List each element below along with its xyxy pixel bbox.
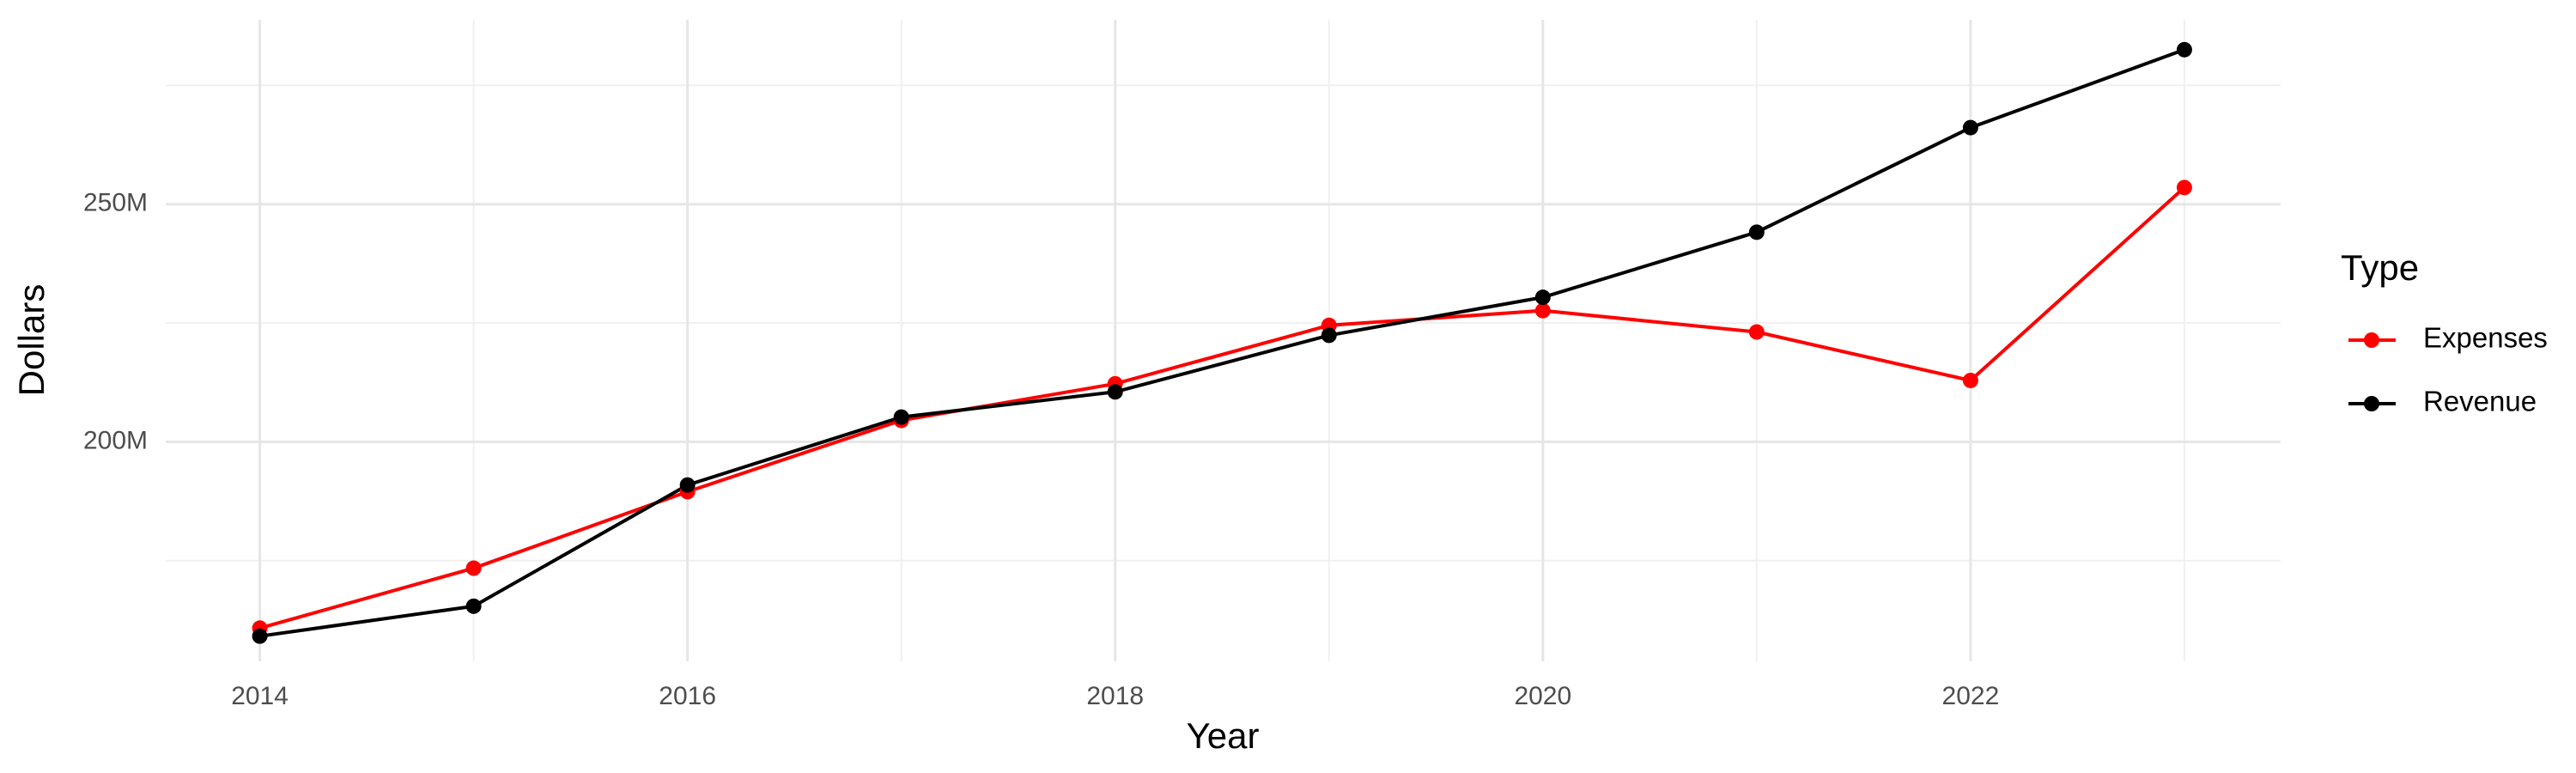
data-point [465, 598, 482, 614]
data-point [1534, 289, 1551, 306]
data-point [252, 628, 268, 644]
data-point [1534, 302, 1551, 319]
data-point [465, 560, 482, 576]
legend-marker [2364, 332, 2379, 348]
legend-label: Revenue [2423, 386, 2537, 417]
series-line [259, 186, 2186, 630]
x-tick-label: 2016 [659, 682, 716, 710]
data-point [2176, 41, 2192, 58]
legend-label: Expenses [2423, 322, 2548, 354]
x-tick-label: 2014 [231, 682, 289, 710]
grid [166, 20, 2281, 661]
x-tick-label: 2018 [1086, 682, 1144, 710]
legend-marker [2364, 396, 2379, 411]
y-tick-label: 200M [83, 426, 148, 454]
x-tick-label: 2020 [1514, 682, 1571, 710]
data-point [1962, 372, 1978, 388]
data-point [1321, 327, 1337, 344]
data-point [1748, 224, 1765, 240]
y-axis-title: Dollars [11, 284, 52, 397]
data-point [1962, 119, 1978, 136]
series-line [259, 47, 2185, 638]
x-axis-title: Year [1187, 715, 1260, 756]
x-tick-label: 2022 [1942, 682, 2000, 710]
data-point [1748, 324, 1765, 340]
data-point [679, 477, 696, 493]
data-point [1107, 384, 1123, 400]
y-tick-label: 250M [83, 189, 148, 217]
data-point [2176, 180, 2192, 196]
data-point [893, 409, 909, 425]
legend-title: Type [2341, 247, 2419, 288]
